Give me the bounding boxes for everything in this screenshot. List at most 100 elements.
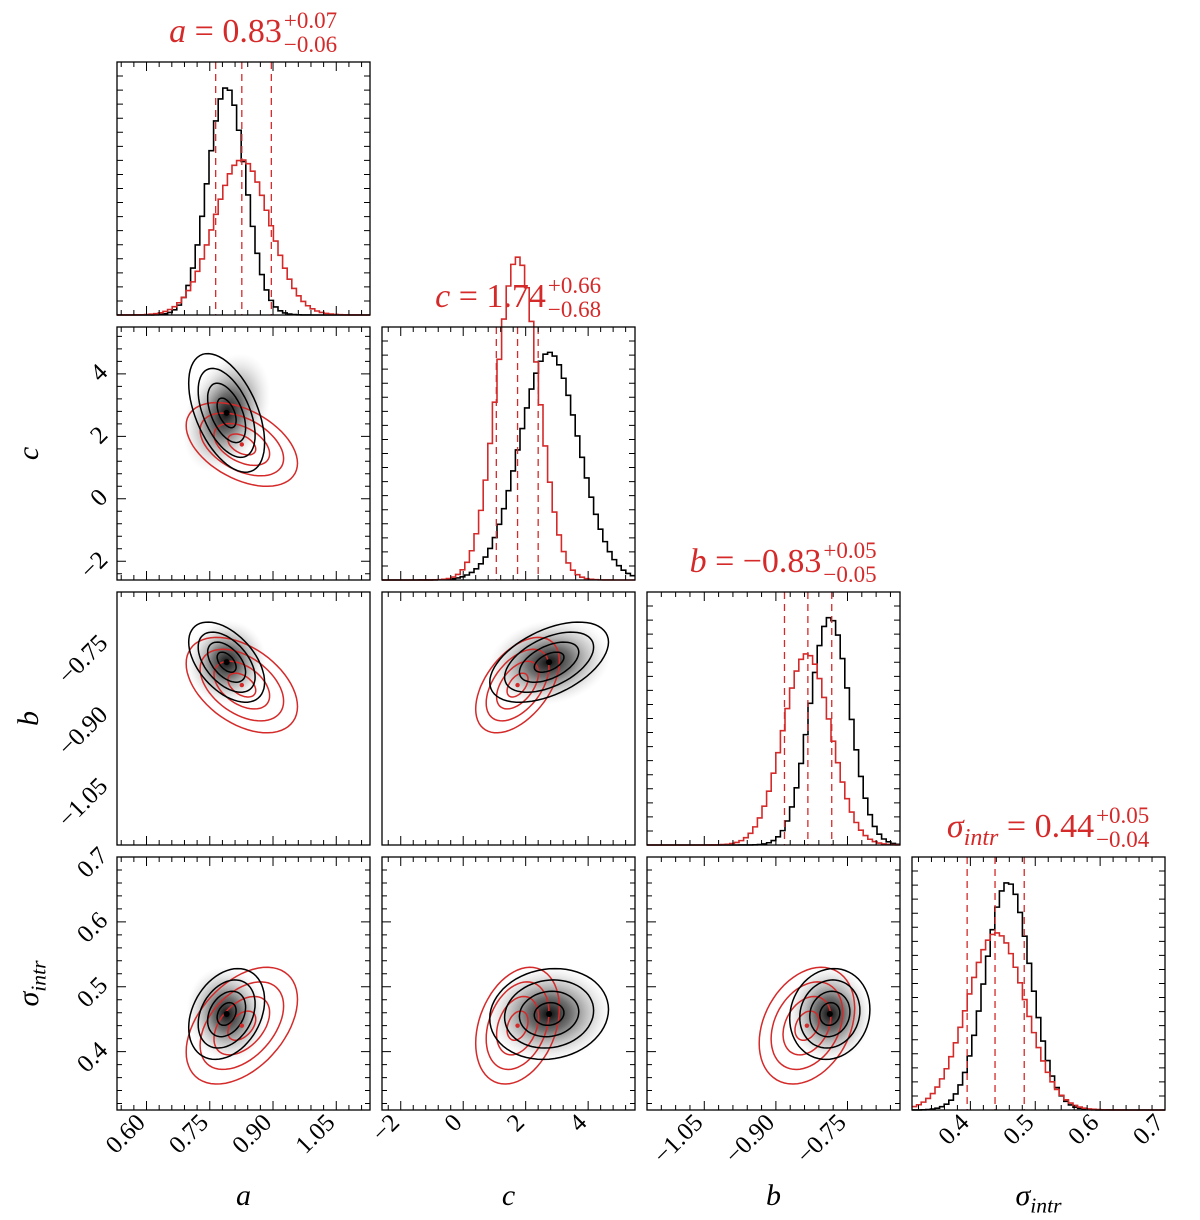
panel-frame (116, 591, 371, 846)
panel-frame (646, 591, 901, 846)
panel-ticks (382, 327, 635, 580)
label-main: b (12, 711, 45, 726)
panel-ticks (382, 857, 635, 1110)
title-subscript: intr (964, 825, 999, 851)
panel-frame (116, 61, 371, 316)
contour-panel-a-c (116, 326, 371, 581)
title-value: = 0.83 (186, 13, 282, 50)
contour-black-1 (206, 382, 247, 444)
contour-group (185, 966, 299, 1085)
hist-panel-sigma (911, 856, 1166, 1111)
contour-black-0 (216, 397, 237, 429)
title-param: σ (947, 808, 965, 845)
title-value: = 1.74 (450, 278, 546, 315)
peak-black (826, 1010, 833, 1017)
contour-black-0 (533, 1001, 565, 1027)
contour-black-1 (518, 641, 580, 683)
contour-black-1 (206, 990, 247, 1038)
contour-red-3 (185, 636, 299, 734)
x-tick-label-b: −1.05 (649, 1109, 709, 1169)
y-tick-label-c: 2 (85, 421, 113, 449)
panel-ticks (117, 62, 370, 315)
y-axis-label-sigma: σintr (12, 960, 51, 1007)
x-tick-label-a: 0.60 (101, 1109, 151, 1159)
contour-black-3 (187, 967, 266, 1061)
hist-black-sigma (912, 882, 1165, 1111)
label-main: a (236, 1179, 251, 1212)
panel-ticks (387, 592, 627, 845)
hist-panel-a (116, 61, 371, 316)
y-tick-label-c: 0 (85, 484, 113, 512)
panel-ticks (646, 857, 900, 1110)
panel-ticks (117, 857, 370, 1110)
contour-black-2 (503, 631, 595, 693)
panel-frame (116, 856, 371, 1111)
title-b: b = −0.83 +0.05−0.05 (690, 538, 877, 587)
peak-black (223, 409, 230, 416)
title-value: = 0.44 (998, 808, 1094, 845)
y-tick-label-b: −0.90 (53, 701, 113, 761)
panel-ticks (117, 327, 370, 580)
label-subscript: intr (27, 960, 51, 992)
title-a: a = 0.83 +0.07−0.06 (169, 8, 337, 57)
contour-black-2 (197, 631, 256, 693)
peak-red (239, 442, 245, 447)
contour-red-2 (485, 648, 550, 722)
title-minus-err: −0.05 (823, 562, 876, 587)
y-tick-label-sigma: 0.6 (72, 907, 113, 948)
y-tick-label-b: −0.75 (53, 630, 113, 690)
hist-red-b (647, 653, 900, 846)
title-minus-err: −0.68 (548, 297, 601, 322)
contour-black-3 (187, 352, 266, 473)
x-tick-label-b: −0.90 (720, 1109, 780, 1169)
x-tick-label-c: 0 (440, 1109, 468, 1137)
x-tick-label-a: 0.75 (164, 1109, 214, 1159)
x-tick-label-sigma: 0.7 (1128, 1109, 1169, 1150)
title-plus-err: +0.05 (823, 538, 876, 563)
peak-black (223, 659, 230, 666)
x-tick-label-a: 1.05 (290, 1109, 340, 1159)
contour-red-3 (185, 401, 299, 488)
hist-black-b (647, 616, 900, 846)
label-main: c (502, 1179, 515, 1212)
hist-red-sigma (912, 932, 1165, 1111)
y-tick-label-c: 4 (85, 359, 113, 387)
contour-black-3 (788, 967, 871, 1061)
contour-panel-b-sigma (646, 856, 901, 1111)
hist-black-a (117, 87, 370, 316)
x-tick-label-sigma: 0.4 (933, 1109, 975, 1151)
x-tick-label-sigma: 0.6 (1063, 1109, 1104, 1150)
contour-black-1 (809, 990, 851, 1038)
label-main: c (12, 447, 45, 460)
panel-ticks (120, 592, 363, 845)
contour-red-1 (213, 995, 271, 1056)
hist-panel-c (381, 256, 636, 581)
peak-red (239, 682, 245, 688)
title-param: a (169, 13, 186, 50)
contour-group (474, 966, 612, 1085)
y-axis-label-c: c (12, 447, 45, 460)
panel-frame (911, 856, 1166, 1111)
contour-red-2 (199, 981, 285, 1071)
contour-black-2 (197, 367, 256, 459)
contour-black-3 (489, 967, 610, 1061)
title-main: σintr = 0.44 (947, 808, 1094, 851)
x-axis-label-sigma: σintr (1016, 1179, 1063, 1218)
x-tick-label-c: 2 (502, 1109, 530, 1137)
title-minus-err: −0.06 (284, 32, 337, 57)
contour-black-3 (187, 621, 266, 703)
panel-ticks (912, 857, 1165, 1110)
contour-group (758, 966, 872, 1085)
contour-panel-c-b (381, 591, 636, 846)
y-tick-label-sigma: 0.7 (72, 842, 113, 883)
contour-black-2 (503, 979, 595, 1049)
contour-black-2 (197, 979, 256, 1049)
contour-black-0 (216, 1001, 237, 1027)
y-axis-label-b: b (12, 711, 45, 726)
panel-frame (381, 326, 636, 581)
y-tick-label-b: −1.05 (53, 773, 113, 833)
title-value: = −0.83 (707, 543, 822, 580)
contour-black-0 (533, 651, 565, 673)
x-tick-label-sigma: 0.5 (998, 1109, 1039, 1150)
